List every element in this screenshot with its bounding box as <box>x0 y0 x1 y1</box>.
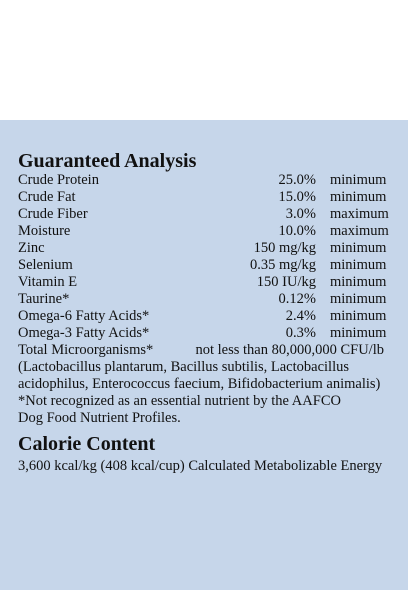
nutrient-basis: minimum <box>330 291 387 307</box>
nutrient-amount: 15.0% <box>278 189 316 205</box>
calorie-text: 3,600 kcal/kg (408 kcal/cup) Calculated … <box>18 458 383 474</box>
nutrient-basis: maximum <box>330 223 389 239</box>
nutrient-name: Omega-6 Fatty Acids* <box>18 308 150 324</box>
nutrient-amount: not less than 80,000,000 CFU/lb <box>195 342 384 358</box>
nutrient-basis: minimum <box>330 189 387 205</box>
detail-line: acidophilus, Enterococcus faecium, Bifid… <box>18 376 381 392</box>
nutrient-name: Zinc <box>18 240 45 256</box>
nutrient-name: Crude Protein <box>18 172 99 188</box>
nutrient-name: Crude Fat <box>18 189 76 205</box>
nutrient-amount: 10.0% <box>278 223 316 239</box>
nutrient-basis: minimum <box>330 172 387 188</box>
nutrient-basis: minimum <box>330 257 387 273</box>
nutrient-amount: 0.35 mg/kg <box>249 257 316 273</box>
nutrient-amount: 3.0% <box>285 206 316 222</box>
footnote-line: Dog Food Nutrient Profiles. <box>18 410 181 426</box>
nutrient-amount: 25.0% <box>278 172 316 188</box>
nutrient-basis: maximum <box>330 206 389 222</box>
section-title: Calorie Content <box>18 433 156 455</box>
nutrient-amount: 150 IU/kg <box>256 274 316 290</box>
nutrient-name: Selenium <box>18 257 73 273</box>
nutrient-name: Taurine* <box>18 291 70 307</box>
footnote-line: *Not recognized as an essential nutrient… <box>18 393 341 409</box>
nutrient-basis: minimum <box>330 240 387 256</box>
detail-line: (Lactobacillus plantarum, Bacillus subti… <box>18 359 350 375</box>
nutrient-name: Omega-3 Fatty Acids* <box>18 325 150 341</box>
nutrient-amount: 2.4% <box>285 308 316 324</box>
nutrient-basis: minimum <box>330 274 387 290</box>
nutrient-basis: minimum <box>330 325 387 341</box>
nutrient-basis: minimum <box>330 308 387 324</box>
section-title: Guaranteed Analysis <box>18 150 197 172</box>
nutrient-name: Crude Fiber <box>18 206 88 222</box>
nutrient-name: Vitamin E <box>18 274 78 290</box>
nutrient-name: Moisture <box>18 223 71 239</box>
nutrient-amount: 150 mg/kg <box>253 240 316 256</box>
nutrient-amount: 0.12% <box>278 291 316 307</box>
label-panel: Guaranteed Analysis Crude Protein 25.0% mi… <box>0 120 408 590</box>
nutrient-name: Total Microorganisms* <box>18 342 154 358</box>
nutrient-amount: 0.3% <box>285 325 316 341</box>
